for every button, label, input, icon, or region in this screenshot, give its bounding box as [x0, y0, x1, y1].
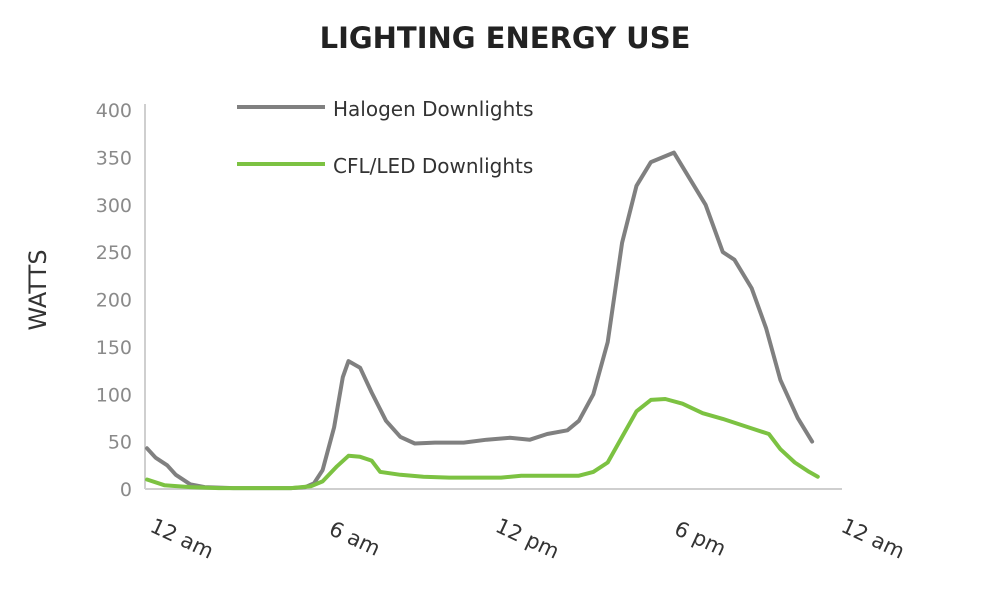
series-line-halogen	[145, 150, 815, 491]
y-tick-label: 100	[96, 384, 132, 406]
legend-label-cfl-led: CFL/LED Downlights	[333, 154, 533, 178]
x-tick-label: 6 am	[325, 517, 384, 561]
y-tick-label: 50	[108, 432, 132, 454]
y-tick-label: 0	[120, 479, 132, 501]
y-tick-label: 300	[96, 195, 132, 217]
y-tick-label: 250	[96, 242, 132, 264]
x-tick-labels: 12 am 6 am 12 pm 6 pm 12 am	[147, 514, 909, 564]
y-tick-label: 350	[96, 147, 132, 169]
x-tick-label: 12 pm	[492, 514, 563, 564]
x-tick-label: 12 am	[147, 514, 218, 564]
y-tick-label: 150	[96, 337, 132, 359]
y-tick-label: 200	[96, 290, 132, 312]
y-tick-labels: 0 50 100 150 200 250 300 350 400	[96, 100, 132, 501]
legend: Halogen Downlights CFL/LED Downlights	[237, 97, 534, 178]
y-axis-label: WATTS	[24, 249, 52, 330]
y-tick-label: 400	[96, 100, 132, 122]
x-tick-label: 12 am	[838, 514, 909, 564]
x-tick-label: 6 pm	[671, 516, 730, 561]
series-line-cfl-led	[145, 397, 820, 491]
legend-label-halogen: Halogen Downlights	[333, 97, 534, 121]
chart-title: LIGHTING ENERGY USE	[320, 21, 691, 55]
series-lines	[145, 150, 820, 491]
